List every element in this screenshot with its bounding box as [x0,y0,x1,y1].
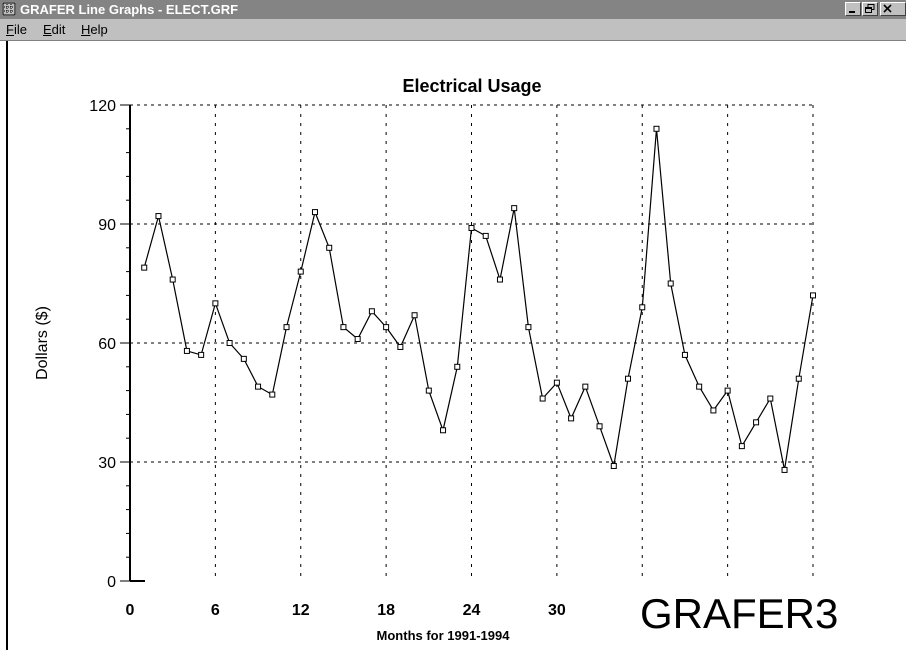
data-point [482,232,489,239]
data-point [297,268,304,275]
data-point [496,276,503,283]
menu-help[interactable]: Help [81,22,108,37]
data-point [255,383,262,390]
data-point [212,300,219,307]
menu-bar: File Edit Help [0,19,906,41]
data-point [311,209,318,216]
data-point [440,427,447,434]
data-point [326,244,333,251]
data-point [553,379,560,386]
menu-file[interactable]: File [6,22,27,37]
data-point [425,387,432,394]
data-point [525,324,532,331]
data-point [383,324,390,331]
data-point [340,324,347,331]
data-point [198,351,205,358]
data-point [240,355,247,362]
y-tick-label: 30 [98,455,116,472]
minimize-icon [849,11,855,13]
data-point [283,324,290,331]
series-points [141,125,816,473]
minimize-button[interactable] [845,2,861,16]
axes [120,104,145,582]
x-tick-label: 18 [377,602,395,619]
data-point [795,375,802,382]
grafer3-watermark: GRAFER3 [640,590,838,637]
close-icon [883,4,892,13]
graph-area [6,41,906,650]
data-point [397,343,404,350]
grid [130,104,814,581]
data-point [596,423,603,430]
data-point [368,308,375,315]
menu-edit[interactable]: Edit [43,22,66,37]
data-point [810,292,816,299]
data-point [753,419,760,426]
data-point [724,387,731,394]
y-tick-label: 0 [107,574,116,591]
x-tick-label: 0 [126,602,135,619]
data-point [155,213,162,220]
data-point [781,466,788,473]
data-point [539,395,546,402]
y-axis-label: Dollars ($) [34,306,51,380]
data-point [767,395,774,402]
data-point [454,363,461,370]
data-point [639,304,646,311]
app-icon [2,2,16,16]
data-point [269,391,276,398]
data-point [169,276,176,283]
data-point [411,312,418,319]
data-point [468,224,475,231]
y-tick-label: 60 [98,336,116,353]
y-tick-label: 120 [89,98,116,115]
data-point [667,280,674,287]
data-point [226,340,233,346]
title-bar: GRAFER Line Graphs - ELECT.GRF [0,0,906,19]
data-point [141,264,148,271]
restore-icon [865,4,875,13]
x-tick-label: 30 [548,602,566,619]
restore-button[interactable] [862,2,878,16]
data-point [354,336,361,343]
x-tick-label: 6 [211,602,220,619]
data-point [625,375,632,382]
data-point [738,443,745,450]
chart-title: Electrical Usage [402,76,541,96]
tick-labels: 0 30 60 90 120 0 6 12 18 24 30 [89,98,566,619]
data-point [653,125,660,132]
x-tick-label: 12 [292,602,310,619]
data-point [710,407,717,414]
x-axis-label: Months for 1991-1994 [377,628,511,643]
data-point [511,205,518,212]
data-point [681,351,688,358]
series-line-path [143,128,814,471]
series-line [143,128,814,471]
data-point [568,415,575,422]
y-tick-label: 90 [98,217,116,234]
data-point [610,462,617,469]
data-point [183,347,190,354]
data-point [696,383,703,390]
window-title: GRAFER Line Graphs - ELECT.GRF [20,2,239,17]
data-point [582,383,589,390]
x-tick-label: 24 [463,602,481,619]
